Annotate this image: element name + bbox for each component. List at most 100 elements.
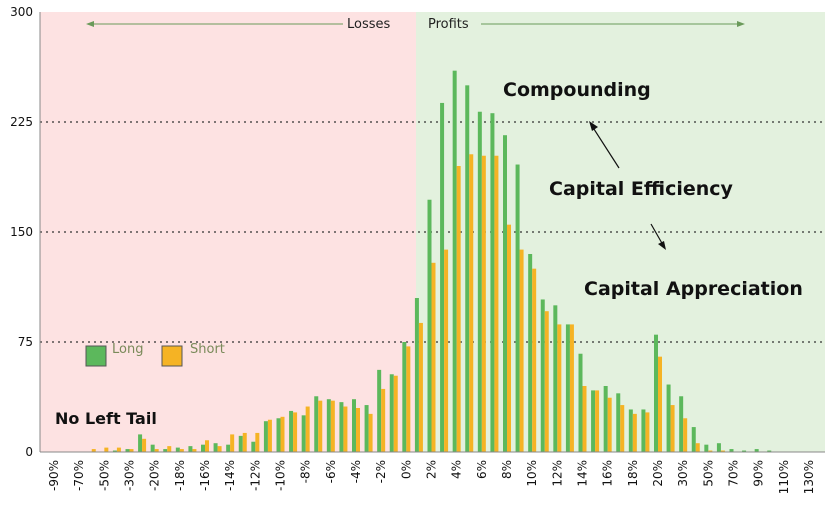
x-tick-label: 4%: [450, 460, 464, 479]
bar-short: [205, 440, 209, 452]
bar-long: [326, 399, 331, 452]
bar-short: [481, 155, 486, 453]
bar-long: [679, 396, 684, 452]
bar-long: [226, 444, 231, 452]
efficiency-to-compounding-arrow-head: [589, 121, 598, 131]
bar-long: [729, 449, 734, 452]
x-tick-label: 110%: [777, 460, 791, 494]
x-tick-label: 20%: [651, 460, 665, 487]
bar-short: [242, 432, 247, 452]
bar-short: [708, 450, 713, 452]
x-tick-label: 2%: [425, 460, 439, 479]
bars: [91, 70, 772, 453]
bar-short: [620, 405, 625, 452]
bar-long: [389, 374, 394, 452]
x-tick-label: 30%: [676, 460, 690, 487]
bar-short: [557, 324, 562, 452]
efficiency-to-appreciation-arrow: [650, 223, 664, 246]
bar-long: [414, 298, 419, 452]
x-tick-label: 12%: [550, 460, 564, 487]
bar-long: [654, 334, 658, 452]
y-tick-label: 300: [10, 5, 33, 19]
capital-appreciation-note: Capital Appreciation: [584, 278, 803, 300]
y-tick-label: 0: [25, 445, 33, 459]
losses-label: Losses: [347, 17, 391, 32]
x-tick-label: -12%: [248, 460, 262, 491]
bar-short: [104, 447, 109, 452]
bar-short: [116, 447, 121, 452]
bar-long: [352, 399, 356, 452]
bar-short: [595, 390, 600, 452]
bar-long: [125, 449, 130, 452]
legend: Long Short: [85, 342, 225, 367]
bar-short: [192, 449, 197, 452]
bar-long: [201, 444, 205, 452]
bar-short: [645, 412, 650, 452]
bar-long: [377, 369, 382, 452]
x-tick-label: 18%: [626, 460, 640, 487]
bar-long: [175, 447, 180, 452]
gridlines: [40, 121, 825, 343]
bar-short: [720, 450, 725, 452]
bar-long: [339, 402, 344, 452]
bar-short: [230, 434, 235, 452]
bar-short: [356, 408, 360, 452]
x-tick-label: 130%: [802, 460, 816, 494]
legend-short-swatch: [161, 345, 183, 367]
bar-long: [364, 405, 369, 452]
bar-short: [532, 268, 537, 452]
bar-short: [167, 446, 172, 452]
bar-short: [519, 249, 524, 452]
bar-long: [553, 305, 558, 452]
bar-long: [591, 390, 596, 452]
x-tick-label: -20%: [148, 460, 162, 491]
legend-short-label: Short: [190, 342, 225, 357]
bar-long: [452, 70, 457, 453]
bar-short: [658, 356, 662, 452]
bar-short: [129, 449, 134, 452]
bar-short: [418, 322, 423, 452]
bar-short: [607, 397, 612, 452]
bar-long: [477, 111, 482, 452]
y-tick-label: 75: [18, 335, 33, 349]
bar-short: [154, 449, 159, 452]
x-tick-label: 70%: [727, 460, 741, 487]
bar-long: [565, 324, 570, 452]
bar-short: [544, 311, 549, 452]
bar-long: [150, 444, 155, 452]
losses-arrow-head: [86, 21, 94, 27]
bar-short: [507, 224, 511, 452]
x-tick-label: 50%: [701, 460, 715, 487]
bar-short: [469, 154, 474, 452]
x-tick-label: 10%: [525, 460, 539, 487]
bar-long: [188, 446, 193, 452]
legend-long-label: Long: [112, 342, 143, 357]
bar-long: [603, 386, 608, 452]
bar-long: [138, 434, 143, 452]
bar-short: [670, 405, 675, 452]
bar-short: [280, 416, 285, 452]
bar-short: [381, 388, 386, 452]
profits-region: [416, 12, 825, 452]
bar-long: [503, 135, 507, 452]
profits-arrow-head: [737, 21, 745, 27]
bar-long: [251, 441, 256, 452]
bar-long: [465, 85, 470, 452]
bar-long: [276, 418, 281, 452]
bar-long: [314, 396, 319, 452]
legend-long-swatch: [85, 345, 107, 367]
bar-long: [440, 102, 445, 453]
bar-short: [406, 346, 411, 452]
bar-short: [179, 449, 184, 452]
bar-long: [754, 449, 759, 452]
bar-long: [163, 449, 168, 452]
x-tick-label: -10%: [274, 460, 288, 491]
x-tick-label: -30%: [123, 460, 137, 491]
bar-short: [494, 155, 499, 453]
bar-long: [238, 435, 243, 452]
bar-long: [515, 164, 520, 452]
bar-short: [444, 249, 449, 452]
bar-long: [427, 199, 432, 452]
x-tick-label: -6%: [324, 460, 338, 483]
